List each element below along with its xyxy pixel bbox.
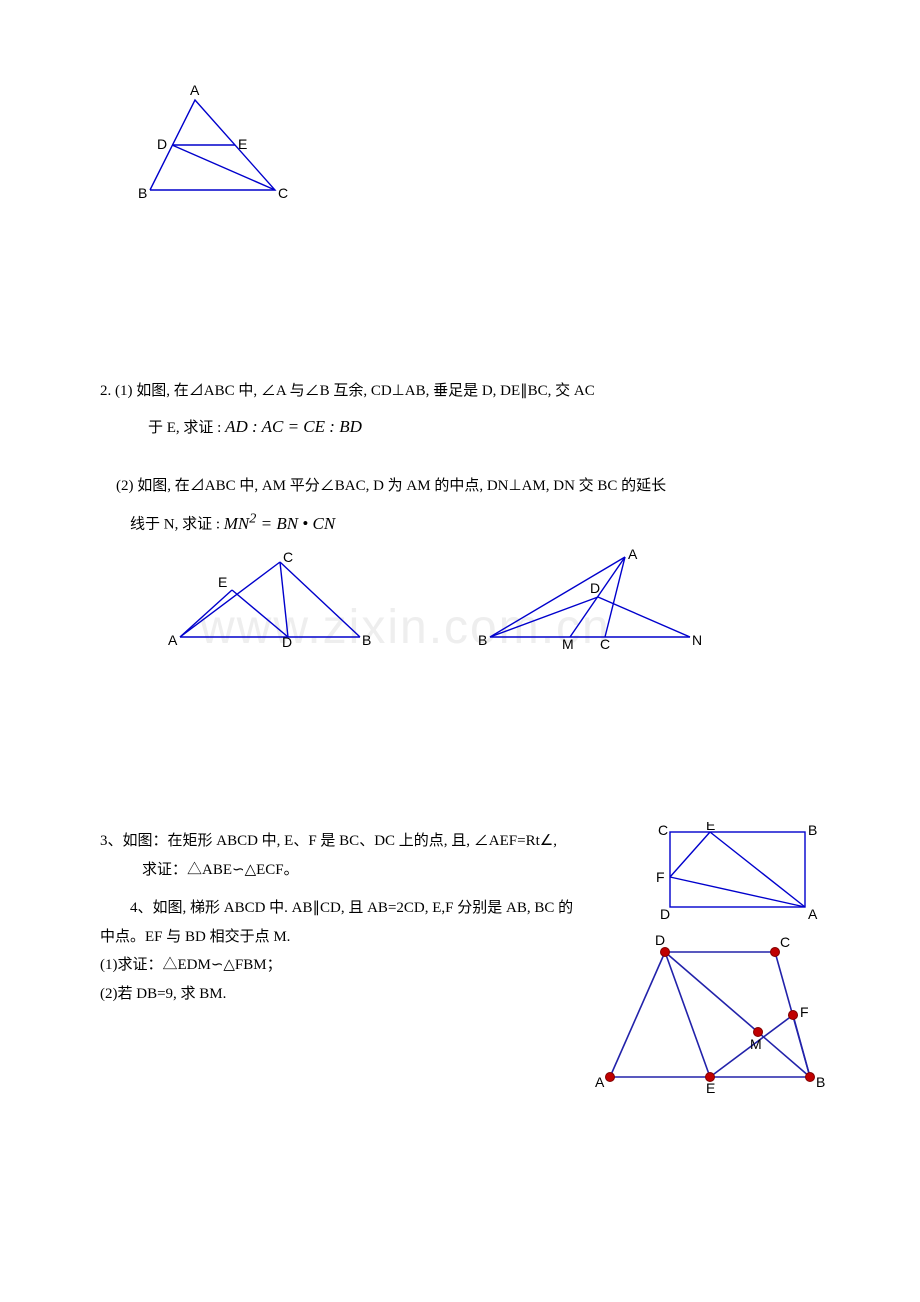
fig2a-label-D: D	[282, 634, 292, 650]
p2-line2a: (2) 如图, 在⊿ABC 中, AM 平分∠BAC, D 为 AM 的中点, …	[116, 470, 820, 503]
fig2b-label-A: A	[628, 547, 638, 562]
fig2b-label-D: D	[590, 580, 600, 596]
problem-3: 3、如图：在矩形 ABCD 中, E、F 是 BC、DC 上的点, 且, ∠AE…	[100, 827, 660, 884]
p2-f2-a: MN	[224, 514, 250, 533]
p2-formula1: AD : AC = CE : BD	[225, 417, 362, 436]
p2-line1a: 2. (1) 如图, 在⊿ABC 中, ∠A 与∠B 互余, CD⊥AB, 垂足…	[100, 375, 820, 408]
p2-line1b-wrap: 于 E, 求证 : AD : AC = CE : BD	[148, 408, 820, 445]
fig4-label-A: A	[595, 1074, 605, 1090]
problem-4: 4、如图, 梯形 ABCD 中. AB∥CD, 且 AB=2CD, E,F 分别…	[100, 894, 660, 1008]
fig2b-label-M: M	[562, 636, 574, 652]
p3-line1: 3、如图：在矩形 ABCD 中, E、F 是 BC、DC 上的点, 且, ∠AE…	[100, 827, 660, 856]
page-content: A B C D E 2. (1) 如图, 在⊿ABC 中, ∠A 与∠B 互余,…	[0, 0, 920, 1008]
fig4-label-M: M	[750, 1036, 762, 1052]
p4-line2: 中点。EF 与 BD 相交于点 M.	[100, 923, 660, 952]
figure-1-svg: A B C D E	[120, 80, 300, 210]
fig2a-label-B: B	[362, 632, 371, 648]
figure-4: A B E D C F M	[580, 917, 840, 1108]
fig4-label-F: F	[800, 1004, 809, 1020]
problem-3-4-block: 3、如图：在矩形 ABCD 中, E、F 是 BC、DC 上的点, 且, ∠AE…	[100, 827, 820, 1008]
p2-f2-b: = BN • CN	[256, 514, 335, 533]
p4-line4: (2)若 DB=9, 求 BM.	[100, 980, 660, 1009]
fig2a-label-E: E	[218, 574, 227, 590]
fig2b-label-B: B	[478, 632, 487, 648]
fig4-label-B: B	[816, 1074, 825, 1090]
figure-4-svg: A B E D C F M	[580, 917, 840, 1097]
fig1-label-B: B	[138, 185, 147, 201]
figure-2-row: A B C D E A B M C	[160, 547, 820, 657]
fig3-label-C: C	[658, 822, 668, 838]
p2-line2b: 线于 N, 求证 :	[130, 517, 224, 533]
fig4-label-D: D	[655, 932, 665, 948]
fig1-label-E: E	[238, 136, 247, 152]
p3-line2: 求证：△ABE∽△ECF。	[142, 856, 660, 885]
fig2b-label-C: C	[600, 636, 610, 652]
p2-formula2: MN2 = BN • CN	[224, 514, 335, 533]
figure-1: A B C D E	[120, 80, 820, 215]
fig4-label-C: C	[780, 934, 790, 950]
fig3-label-F: F	[656, 869, 665, 885]
fig1-label-C: C	[278, 185, 288, 201]
figure-2b-svg: A B M C N D	[470, 547, 710, 657]
p2-line2b-wrap: 线于 N, 求证 : MN2 = BN • CN	[130, 503, 820, 542]
fig1-label-A: A	[190, 82, 200, 98]
fig2a-label-C: C	[283, 549, 293, 565]
fig2a-label-A: A	[168, 632, 178, 648]
fig4-label-E: E	[706, 1080, 715, 1096]
p2-line1b: 于 E, 求证 :	[148, 420, 225, 436]
problem-2: 2. (1) 如图, 在⊿ABC 中, ∠A 与∠B 互余, CD⊥AB, 垂足…	[100, 375, 820, 657]
fig3-label-E: E	[706, 822, 715, 833]
figure-3: C B E F D A	[650, 822, 820, 933]
p4-line3: (1)求证：△EDM∽△FBM；	[100, 951, 660, 980]
fig1-label-D: D	[157, 136, 167, 152]
figure-3-svg: C B E F D A	[650, 822, 820, 922]
fig3-label-B: B	[808, 822, 817, 838]
fig2b-label-N: N	[692, 632, 702, 648]
figure-2a-svg: A B C D E	[160, 547, 380, 657]
